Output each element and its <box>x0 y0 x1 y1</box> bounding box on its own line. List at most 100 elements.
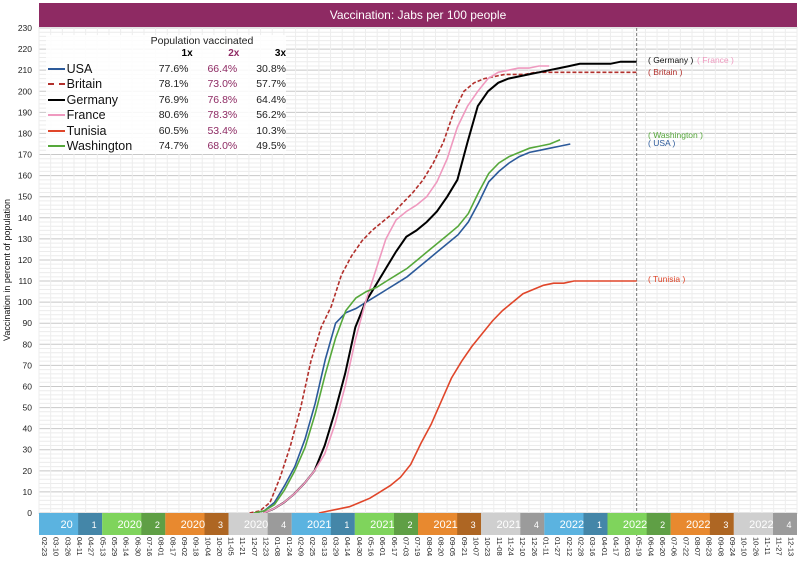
quarter-number: 4 <box>786 520 791 530</box>
series-line-tunisia <box>318 280 637 514</box>
x-tick-label: 08-01 <box>157 537 166 556</box>
legend-column-headers: 1x 2x 3x <box>46 48 286 61</box>
legend-swatch <box>46 64 67 74</box>
y-tick-label: 160 <box>18 171 32 181</box>
quarter-number: 2 <box>155 520 160 530</box>
quarter-label: 2022 <box>623 519 647 531</box>
quarter-number: 2 <box>407 520 412 530</box>
y-tick-label: 100 <box>18 297 32 307</box>
x-tick-label: 09-24 <box>728 537 737 556</box>
legend-value-dose2: 73.0% <box>207 78 238 91</box>
y-tick-label: 20 <box>23 466 33 476</box>
y-tick-label: 170 <box>18 150 32 160</box>
x-tick-label: 06-17 <box>390 537 399 556</box>
quarter-number: 1 <box>92 520 97 530</box>
x-tick-label: 12-07 <box>250 537 259 556</box>
x-tick-label: 11-24 <box>506 537 515 556</box>
legend-value-dose3: 57.7% <box>256 78 286 91</box>
quarter-label: 2020 <box>244 519 268 531</box>
quarter-block-shade <box>583 513 608 535</box>
legend-value-dose3: 30.8% <box>256 62 286 75</box>
quarter-block <box>165 513 229 535</box>
quarter-block <box>733 513 797 535</box>
x-tick-label: 08-23 <box>705 537 714 556</box>
quarter-block-shade <box>141 513 166 535</box>
x-tick-label: 12-10 <box>518 537 527 556</box>
legend-swatch <box>46 95 67 105</box>
series-line-washington <box>253 139 561 514</box>
end-label-germany: ( Germany ) <box>648 55 694 65</box>
quarter-number: 1 <box>344 520 349 530</box>
quarter-block <box>544 513 608 535</box>
legend-value-dose3: 10.3% <box>256 124 286 137</box>
x-tick-label: 04-17 <box>611 537 620 556</box>
x-tick-label: 06-30 <box>133 537 142 556</box>
chart-title: Vaccination: Jabs per 100 people <box>39 3 797 27</box>
quarter-block-shade <box>204 513 229 535</box>
quarter-label: 2022 <box>749 519 773 531</box>
legend-value-dose2: 68.0% <box>207 140 238 153</box>
quarter-label: 2022 <box>560 519 584 531</box>
series-line-germany <box>263 60 637 514</box>
y-tick-label: 30 <box>23 445 33 455</box>
x-tick-label: 03-13 <box>320 537 329 556</box>
legend-value-dose2: 76.8% <box>207 93 238 106</box>
x-tick-label: 09-02 <box>180 537 189 556</box>
x-tick-label: 10-26 <box>751 537 760 556</box>
legend-series-name: USA <box>66 61 93 76</box>
x-tick-label: 03-26 <box>63 537 72 556</box>
legend-series-name: France <box>66 108 106 123</box>
quarter-band: 20 1 2020 2 2020 3 2020 4 2021 1 2021 2 2021 3 2021 4 20… <box>39 513 797 535</box>
end-label-tunisia: ( Tunisia ) <box>648 274 685 284</box>
legend-col-2x: 2x <box>228 48 240 59</box>
x-tick-label: 02-09 <box>297 537 306 556</box>
x-tick-label: 10-04 <box>203 537 212 556</box>
y-tick-label: 50 <box>23 403 33 413</box>
quarter-number: 4 <box>281 520 286 530</box>
quarter-number: 1 <box>597 520 602 530</box>
end-label-france: ( France ) <box>697 55 734 65</box>
x-tick-label: 04-27 <box>87 537 96 556</box>
quarter-label: 2021 <box>497 519 521 531</box>
quarter-label: 20 <box>60 519 72 531</box>
y-tick-label: 150 <box>18 192 32 202</box>
x-tick-label: 06-01 <box>378 537 387 556</box>
x-tick-label: 04-11 <box>75 537 84 556</box>
legend: Population vaccinated 1x 2x 3x USA 77.6% 6… <box>46 35 286 154</box>
quarter-block-shade <box>78 513 103 535</box>
y-tick-label: 220 <box>18 44 32 54</box>
end-label-washington: ( Washington ) <box>648 130 703 140</box>
x-tick-label: 02-12 <box>565 537 574 556</box>
y-tick-label: 10 <box>23 487 33 497</box>
quarter-block <box>481 513 545 535</box>
x-tick-label: 06-04 <box>646 537 655 556</box>
legend-col-3x: 3x <box>274 48 287 59</box>
x-tick-label: 02-25 <box>308 537 317 556</box>
x-tick-label: 08-17 <box>168 537 177 556</box>
legend-series-name: Tunisia <box>66 123 107 138</box>
x-tick-label: 07-16 <box>145 537 154 556</box>
end-label-usa: ( USA ) <box>648 138 676 148</box>
x-tick-label: 10-07 <box>471 537 480 556</box>
x-tick-label: 11-21 <box>238 537 247 556</box>
x-tick-label: 10-10 <box>740 537 749 556</box>
quarter-block <box>607 513 671 535</box>
series-line-france <box>263 65 550 514</box>
quarter-label: 2021 <box>433 519 457 531</box>
x-tick-label: 08-20 <box>436 537 445 556</box>
quarter-block-shade <box>394 513 418 535</box>
x-tick-label: 10-20 <box>215 537 224 556</box>
legend-value-dose3: 64.4% <box>256 93 286 106</box>
x-tick-label: 07-19 <box>413 537 422 556</box>
y-axis-label: Vaccination in percent of population <box>2 199 12 341</box>
quarter-block <box>291 513 355 535</box>
quarter-block-shade <box>457 513 482 535</box>
legend-series-name: Washington <box>66 139 133 154</box>
legend-value-dose1: 78.1% <box>158 78 189 91</box>
legend-col-1x: 1x <box>181 48 193 59</box>
legend-series-name: Britain <box>66 77 103 92</box>
x-tick-label: 01-24 <box>285 537 294 556</box>
x-tick-label: 05-13 <box>98 537 107 556</box>
y-tick-label: 180 <box>18 128 32 138</box>
y-tick-label: 230 <box>18 23 32 33</box>
